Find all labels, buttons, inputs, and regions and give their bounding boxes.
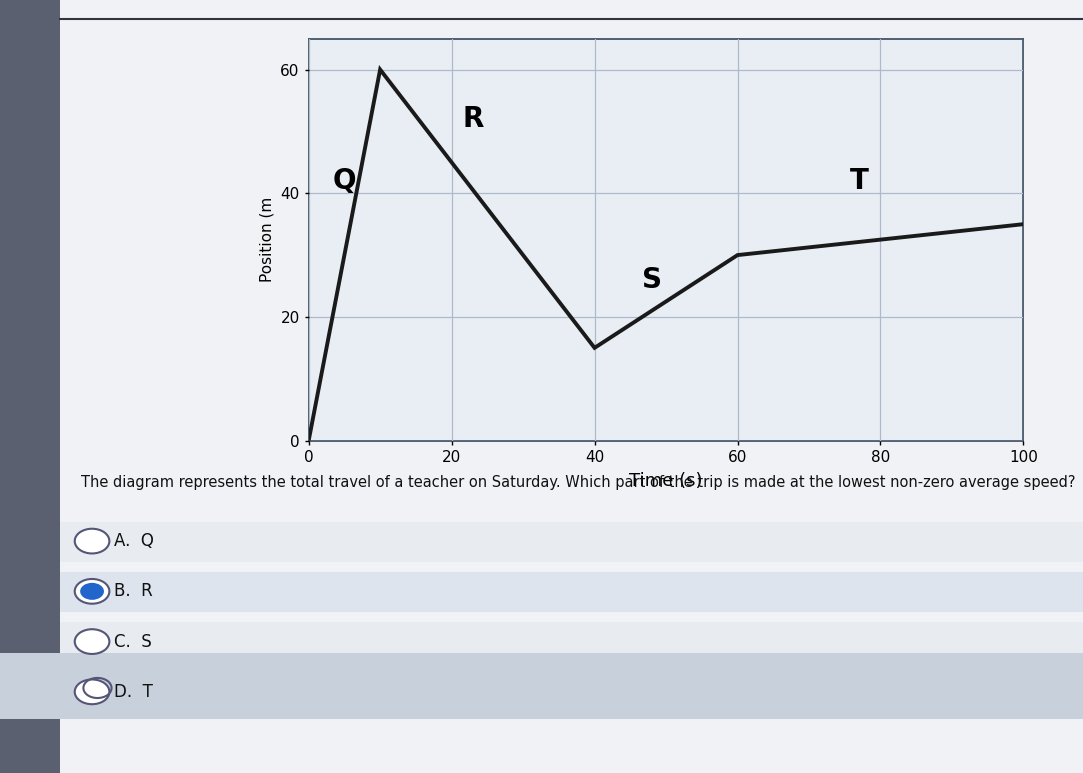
Text: Q: Q bbox=[332, 167, 356, 195]
Text: C.  S: C. S bbox=[114, 632, 152, 651]
Text: R: R bbox=[462, 105, 484, 133]
Text: S: S bbox=[642, 266, 662, 294]
Text: D.  T: D. T bbox=[114, 683, 153, 701]
Text: The diagram represents the total travel of a teacher on Saturday. Which part of : The diagram represents the total travel … bbox=[81, 475, 1075, 490]
Text: B.  R: B. R bbox=[114, 582, 153, 601]
X-axis label: Time (s): Time (s) bbox=[629, 472, 703, 489]
Text: A.  Q: A. Q bbox=[114, 532, 154, 550]
Text: T: T bbox=[849, 167, 869, 195]
Y-axis label: Position (m: Position (m bbox=[260, 197, 275, 282]
